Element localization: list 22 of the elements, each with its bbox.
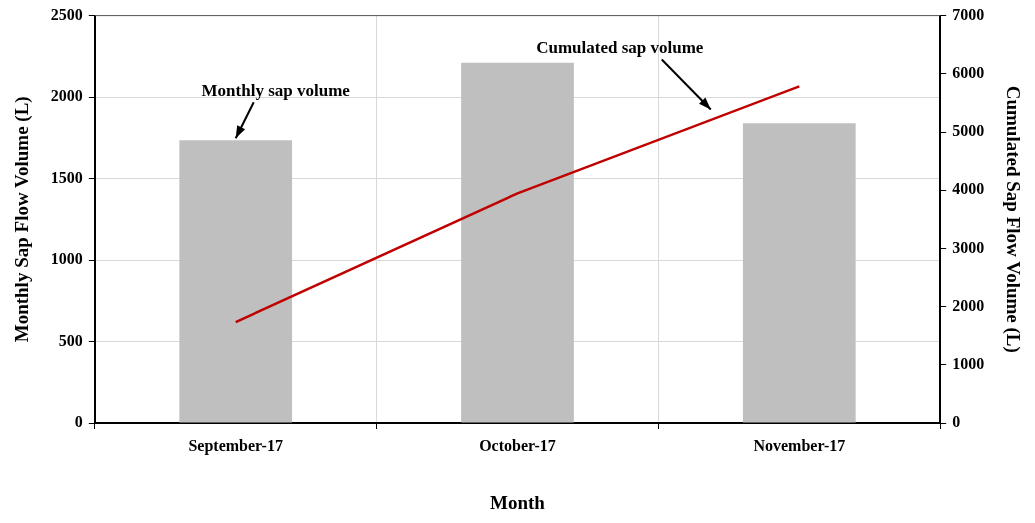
x-tick-label: October-17 bbox=[479, 436, 556, 454]
y2-tick-label: 2000 bbox=[952, 296, 985, 314]
y2-tick-label: 7000 bbox=[952, 5, 985, 23]
y-tick-label: 2500 bbox=[50, 5, 83, 23]
y-axis-title: Monthly Sap Flow Volume (L) bbox=[11, 96, 34, 343]
annotation: Cumulated sap volume bbox=[536, 38, 704, 58]
x-tick-label: November-17 bbox=[753, 436, 846, 454]
y-tick-label: 1000 bbox=[50, 250, 83, 268]
y-tick-label: 2000 bbox=[50, 87, 83, 105]
y-tick-label: 0 bbox=[74, 413, 83, 431]
y2-tick-label: 5000 bbox=[952, 122, 985, 140]
x-tick-label: September-17 bbox=[188, 436, 283, 455]
y-tick-label: 500 bbox=[58, 331, 83, 349]
y2-tick-label: 3000 bbox=[952, 238, 985, 256]
y2-tick-label: 0 bbox=[952, 413, 961, 431]
y-tick-label: 1500 bbox=[50, 168, 83, 186]
y2-tick-label: 1000 bbox=[952, 354, 985, 372]
y2-axis-title: Cumulated Sap Flow Volume (L) bbox=[1001, 85, 1024, 353]
annotation: Monthly sap volume bbox=[201, 81, 351, 101]
x-axis-title: Month bbox=[490, 491, 546, 513]
y2-tick-label: 6000 bbox=[952, 63, 985, 81]
y2-tick-label: 4000 bbox=[952, 180, 985, 198]
